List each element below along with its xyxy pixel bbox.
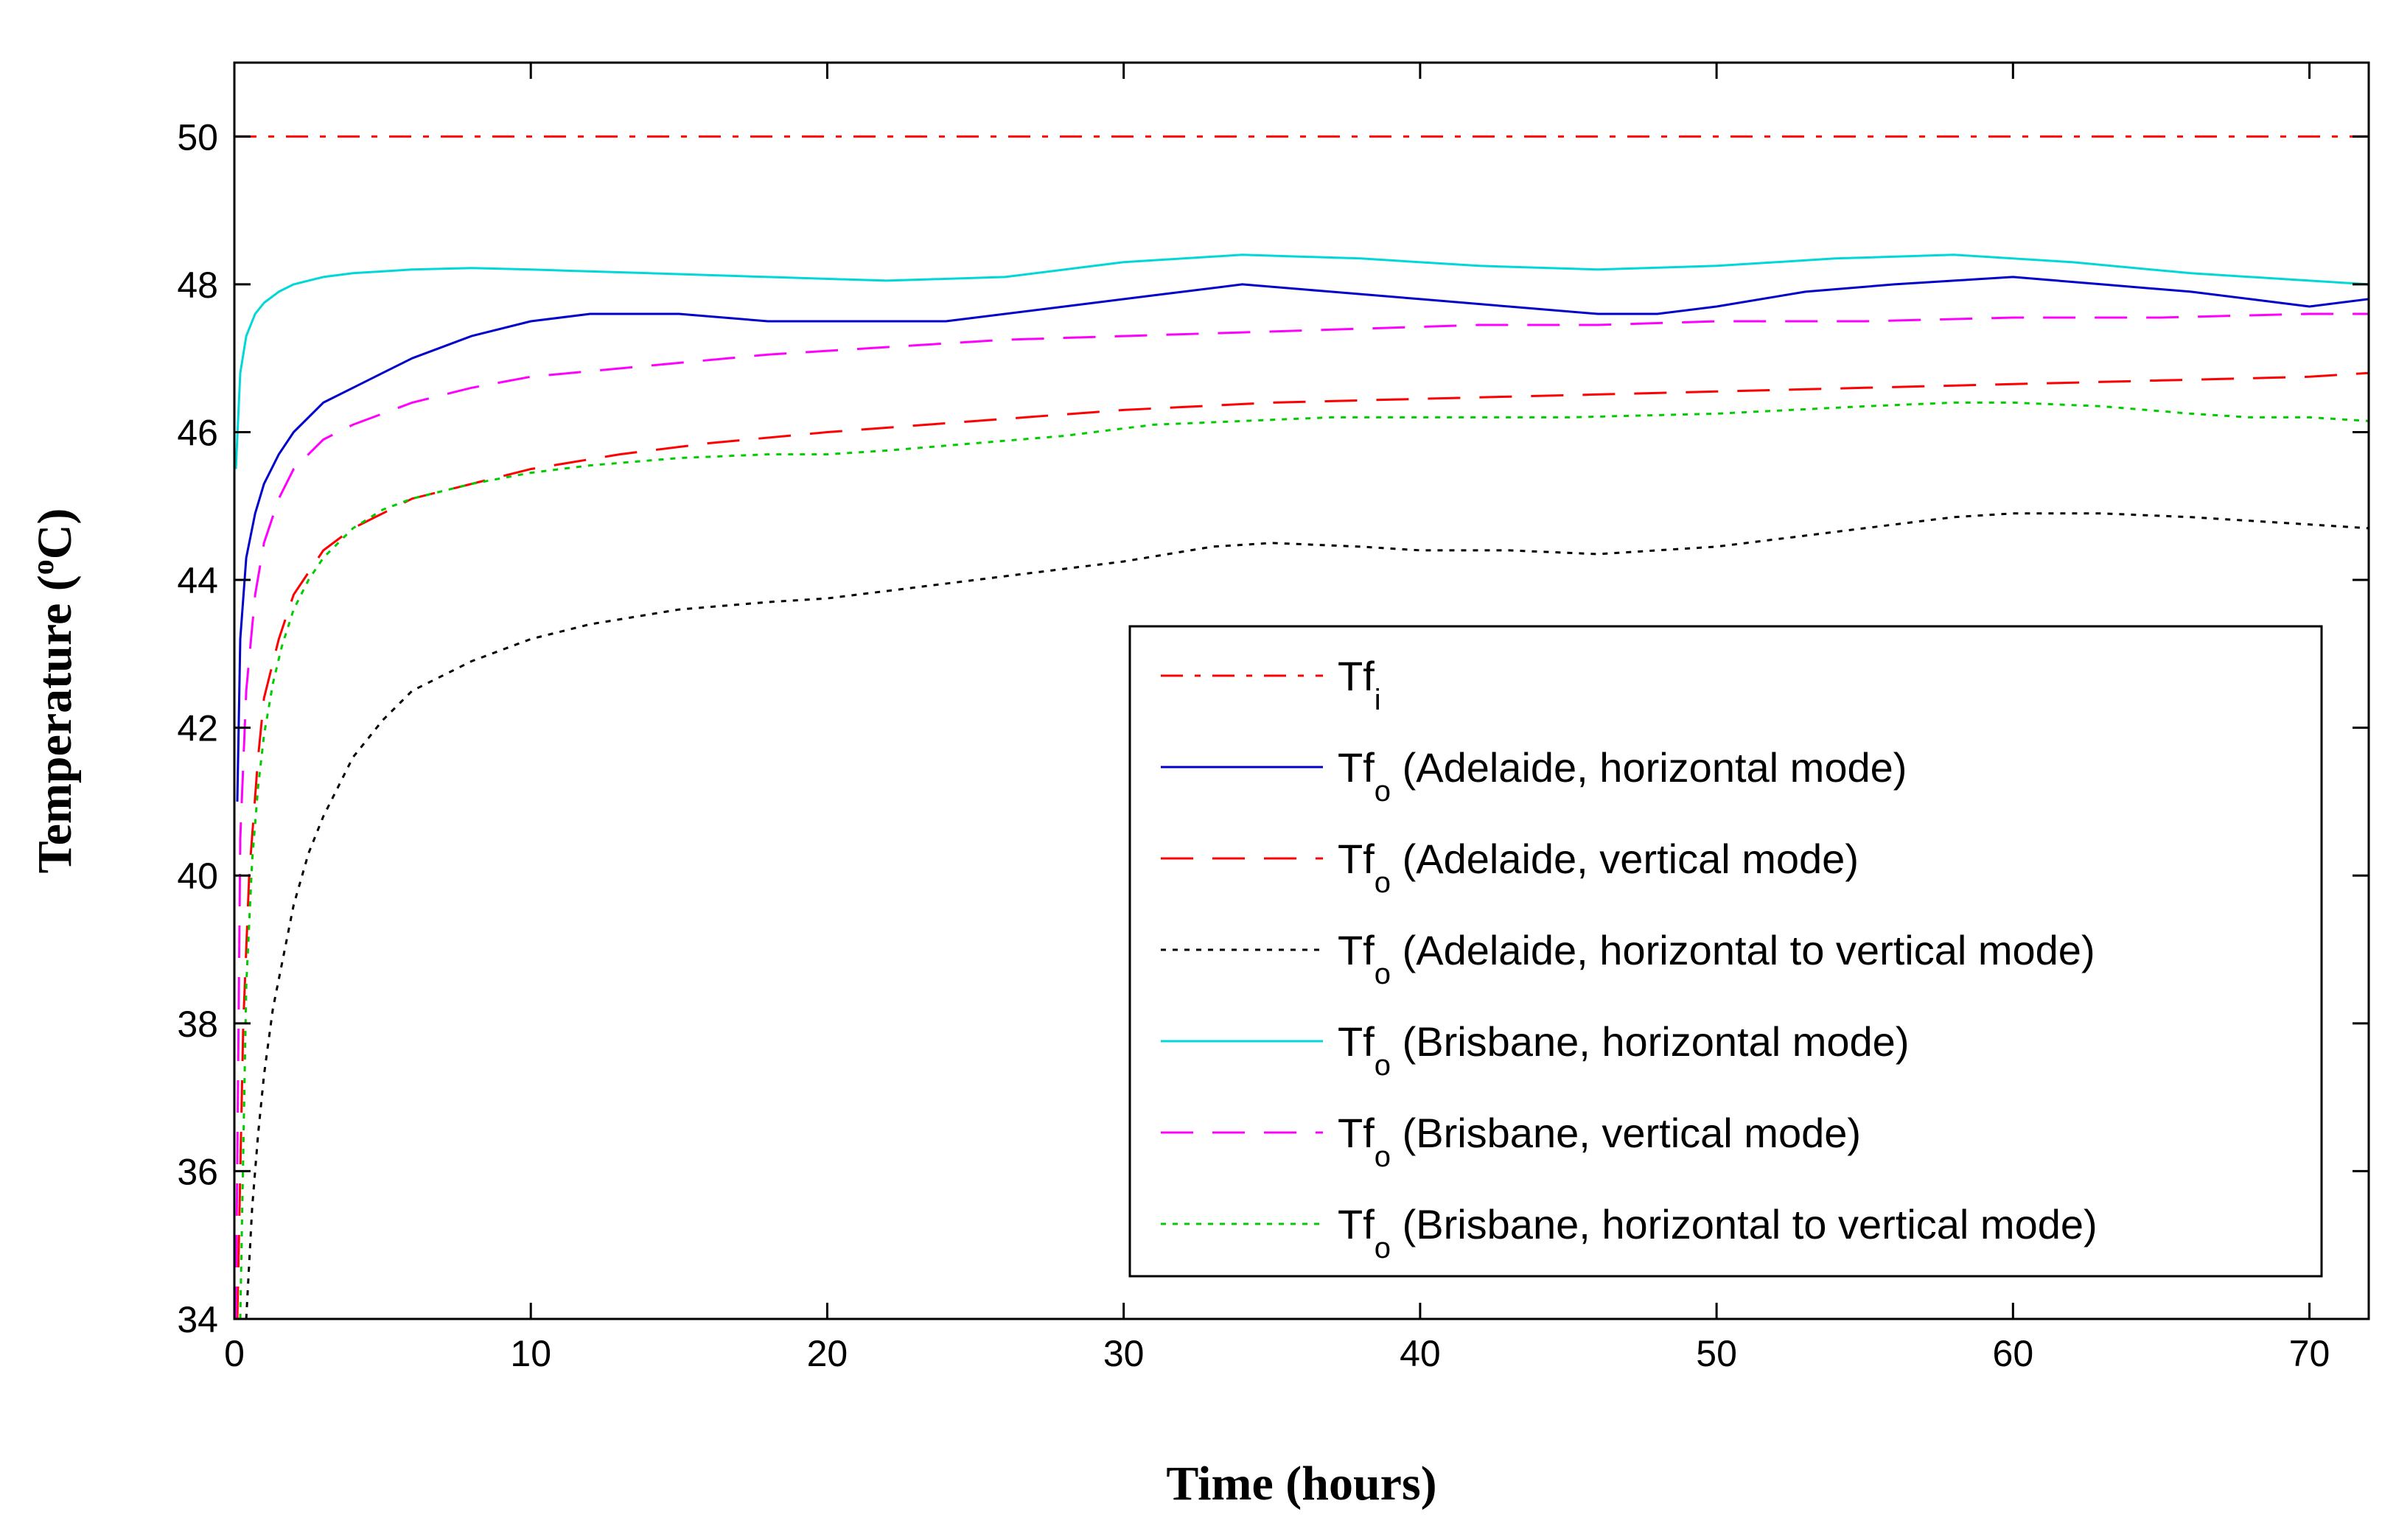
y-axis-title: Temperature (oC) (27, 508, 82, 874)
legend-box (1128, 625, 2323, 1278)
y-tick-label: 38 (177, 1004, 218, 1045)
y-tick-label: 44 (177, 560, 218, 601)
legend-label: Tfo (Brisbane, horizontal to vertical mo… (1338, 1201, 2098, 1264)
y-axis-title-degree: o (27, 559, 60, 575)
y-tick-label: 40 (177, 855, 218, 897)
legend-item-0: Tfi (1161, 653, 1381, 716)
series-line-4 (234, 253, 2369, 469)
x-tick-label: 50 (1696, 1333, 1737, 1374)
x-tick-label: 0 (224, 1333, 245, 1374)
y-axis-title-part2: C) (28, 508, 82, 560)
x-tick-label: 20 (807, 1333, 848, 1374)
legend-label: Tfi (1338, 653, 1381, 716)
series-line-2 (236, 371, 2369, 1319)
y-tick-label: 42 (177, 708, 218, 749)
axis-tick-labels: 0 10 20 30 40 50 60 70 34 36 38 40 42 44 46 48 50 (177, 116, 2330, 1374)
legend-item-3: Tfo (Adelaide, horizontal to vertical mo… (1161, 927, 2095, 990)
series-line-3 (245, 512, 2369, 1319)
x-tick-label: 30 (1103, 1333, 1145, 1374)
y-tick-label: 46 (177, 412, 218, 453)
x-tick-label: 40 (1400, 1333, 1441, 1374)
legend-label: Tfo (Adelaide, horizontal mode) (1338, 744, 1907, 808)
x-tick-label: 60 (1993, 1333, 2034, 1374)
plot-frame (233, 61, 2370, 1320)
series-line-5 (234, 312, 2369, 1319)
legend-item-5: Tfo (Brisbane, vertical mode) (1161, 1110, 1861, 1173)
legend-items: Tfi Tfo (Adelaide, horizontal mode) Tfo (A… (1161, 653, 2098, 1264)
legend-item-4: Tfo (Brisbane, horizontal mode) (1161, 1018, 1909, 1082)
legend-label: Tfo (Adelaide, vertical mode) (1338, 836, 1859, 899)
legend-item-2: Tfo (Adelaide, vertical mode) (1161, 836, 1859, 899)
x-axis-title: Time (hours) (1166, 1457, 1436, 1511)
y-axis-title-part1: Temperature ( (28, 575, 82, 873)
legend-label: Tfo (Brisbane, horizontal mode) (1338, 1018, 1909, 1082)
legend-label: Tfo (Brisbane, vertical mode) (1338, 1110, 1861, 1173)
y-tick-label: 50 (177, 116, 218, 158)
axis-ticks (233, 63, 2369, 1320)
x-tick-label: 70 (2289, 1333, 2330, 1374)
plot-lines (234, 135, 2369, 1319)
legend-item-6: Tfo (Brisbane, horizontal to vertical mo… (1161, 1201, 2098, 1264)
y-tick-label: 34 (177, 1299, 218, 1340)
legend-label: Tfo (Adelaide, horizontal to vertical mo… (1338, 927, 2095, 990)
legend: Tfi Tfo (Adelaide, horizontal mode) Tfo (A… (1128, 625, 2323, 1278)
legend-item-1: Tfo (Adelaide, horizontal mode) (1161, 744, 1907, 808)
x-tick-label: 10 (510, 1333, 551, 1374)
y-tick-label: 48 (177, 265, 218, 306)
y-tick-label: 36 (177, 1151, 218, 1192)
series-line-1 (236, 276, 2369, 802)
